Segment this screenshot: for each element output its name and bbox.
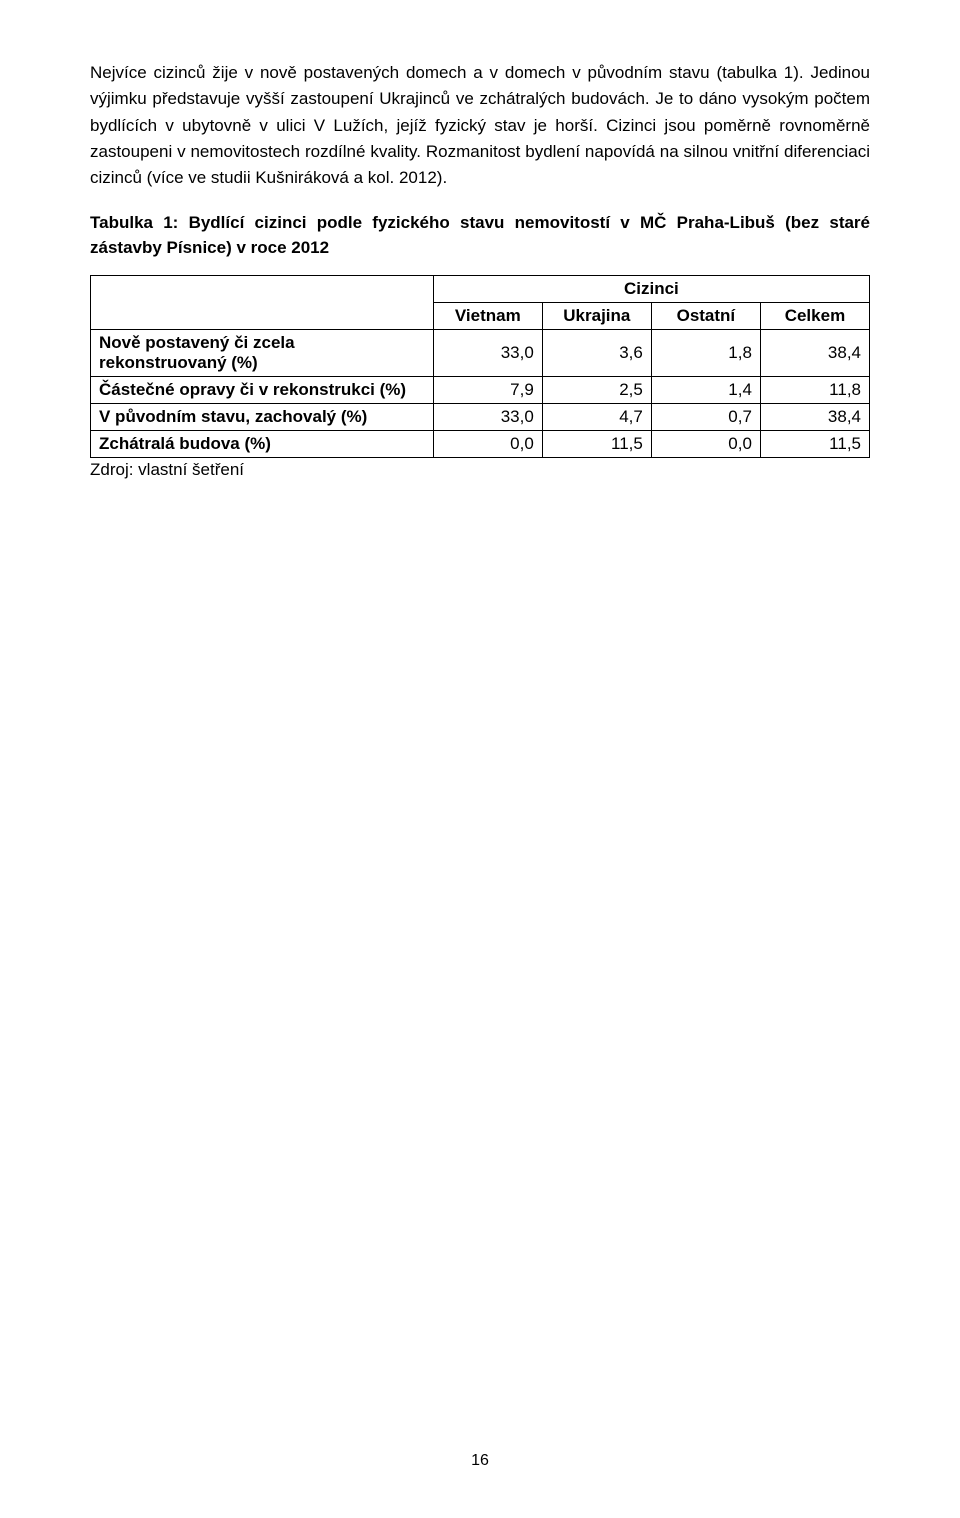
table-row: Zchátralá budova (%) 0,0 11,5 0,0 11,5 <box>91 430 870 457</box>
table-header-blank <box>91 275 434 329</box>
row-value: 33,0 <box>433 403 542 430</box>
row-label: V původním stavu, zachovalý (%) <box>91 403 434 430</box>
row-value: 11,5 <box>760 430 869 457</box>
table-header-row-1: Cizinci <box>91 275 870 302</box>
row-label: Zchátralá budova (%) <box>91 430 434 457</box>
table-header-ukrajina: Ukrajina <box>542 302 651 329</box>
row-value: 3,6 <box>542 329 651 376</box>
row-value: 38,4 <box>760 403 869 430</box>
table-row: Nově postavený či zcela rekonstruovaný (… <box>91 329 870 376</box>
row-label: Nově postavený či zcela rekonstruovaný (… <box>91 329 434 376</box>
table-header-vietnam: Vietnam <box>433 302 542 329</box>
table-title: Tabulka 1: Bydlící cizinci podle fyzické… <box>90 210 870 261</box>
row-value: 0,7 <box>651 403 760 430</box>
table-body: Nově postavený či zcela rekonstruovaný (… <box>91 329 870 457</box>
row-value: 11,8 <box>760 376 869 403</box>
body-paragraph: Nejvíce cizinců žije v nově postavených … <box>90 60 870 192</box>
row-value: 33,0 <box>433 329 542 376</box>
table-header-celkem: Celkem <box>760 302 869 329</box>
table-header-group: Cizinci <box>433 275 869 302</box>
row-value: 38,4 <box>760 329 869 376</box>
row-value: 11,5 <box>542 430 651 457</box>
page-number: 16 <box>0 1452 960 1470</box>
table-source: Zdroj: vlastní šetření <box>90 460 870 480</box>
data-table: Cizinci Vietnam Ukrajina Ostatní Celkem … <box>90 275 870 458</box>
row-value: 4,7 <box>542 403 651 430</box>
row-value: 1,8 <box>651 329 760 376</box>
row-value: 7,9 <box>433 376 542 403</box>
table-row: Částečné opravy či v rekonstrukci (%) 7,… <box>91 376 870 403</box>
row-value: 0,0 <box>651 430 760 457</box>
row-value: 0,0 <box>433 430 542 457</box>
table-header-ostatni: Ostatní <box>651 302 760 329</box>
row-label: Částečné opravy či v rekonstrukci (%) <box>91 376 434 403</box>
row-value: 1,4 <box>651 376 760 403</box>
row-value: 2,5 <box>542 376 651 403</box>
table-row: V původním stavu, zachovalý (%) 33,0 4,7… <box>91 403 870 430</box>
